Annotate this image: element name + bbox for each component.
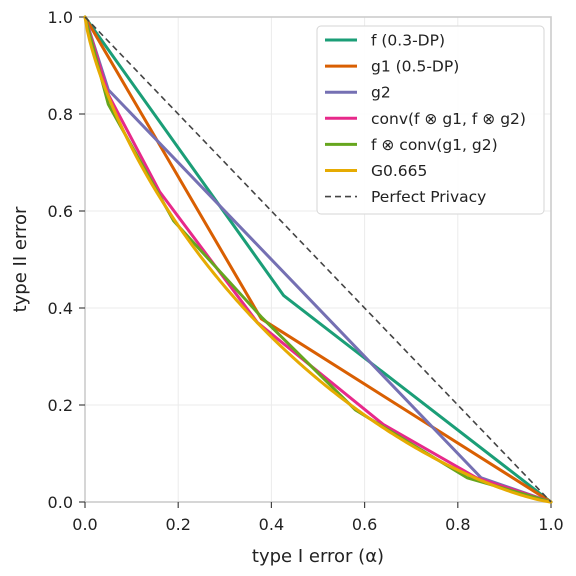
- x-tick-label: 0.8: [445, 515, 470, 534]
- series-line-f-conv-g1-g2: [83, 15, 553, 504]
- series-line-g0-665: [83, 15, 553, 504]
- y-tick-label: 0.8: [48, 105, 73, 124]
- legend-label: conv(f ⊗ g1, f ⊗ g2): [371, 110, 526, 128]
- legend: f (0.3-DP) g1 (0.5-DP) g2 conv(f ⊗ g1, f ⊗ …: [316, 25, 545, 215]
- legend-label: g1 (0.5-DP): [371, 58, 459, 76]
- x-tick-label: 0.4: [259, 515, 284, 534]
- y-tick-label: 0.6: [48, 202, 73, 221]
- legend-label: Perfect Privacy: [371, 188, 486, 206]
- series-layer: [83, 15, 553, 504]
- x-tick-label: 0.0: [72, 515, 97, 534]
- legend-label: f (0.3-DP): [371, 32, 445, 50]
- series-line-f-0-3-dp: [83, 15, 553, 504]
- axis-ticks: 0.0 0.2 0.4 0.6 0.8 1.0 0.0 0.2 0.4 0.6 0.8 1.0: [48, 8, 564, 534]
- y-tick-label: 0.2: [48, 396, 73, 415]
- legend-label: G0.665: [371, 162, 427, 180]
- legend-label: g2: [371, 84, 391, 102]
- x-tick-label: 0.2: [165, 515, 190, 534]
- plot-frame: [84, 16, 552, 503]
- x-tick-label: 1.0: [538, 515, 563, 534]
- x-tick-label: 0.6: [352, 515, 377, 534]
- y-tick-label: 0.4: [48, 299, 73, 318]
- y-tick-label: 0.0: [48, 493, 73, 512]
- y-tick-label: 1.0: [48, 8, 73, 27]
- y-axis-label: type II error: [10, 206, 31, 312]
- legend-label: f ⊗ conv(g1, g2): [371, 136, 498, 154]
- x-axis-label: type I error (α): [252, 546, 384, 567]
- series-line-perfect-privacy: [84, 16, 552, 503]
- legend-box: [316, 25, 545, 215]
